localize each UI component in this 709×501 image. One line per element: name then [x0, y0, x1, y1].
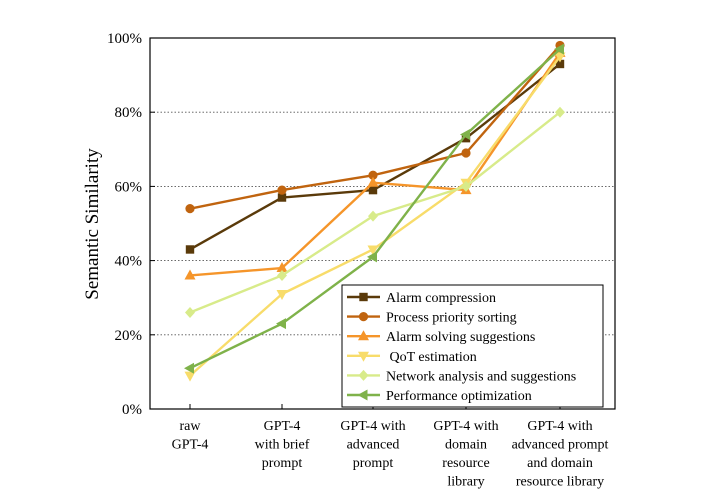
legend-label: Alarm solving suggestions	[386, 330, 535, 345]
data-point	[276, 289, 288, 300]
data-point	[184, 269, 196, 280]
y-axis-label: Semantic Similarity	[82, 148, 103, 300]
legend: Alarm compression Process priority sortin…	[341, 284, 604, 408]
x-tick-label: raw GPT-4	[172, 419, 209, 453]
legend-label: Performance optimization	[386, 389, 532, 404]
legend-marker	[358, 369, 369, 381]
data-point	[554, 52, 566, 63]
data-point	[184, 371, 196, 382]
x-tick-label: GPT-4 with brief prompt	[255, 419, 310, 471]
legend-marker	[358, 351, 369, 362]
data-point	[276, 262, 288, 273]
data-point	[276, 318, 286, 330]
series-alarm-compression	[185, 59, 565, 254]
data-point	[461, 133, 471, 143]
legend-entry: Alarm compression	[347, 291, 496, 306]
data-point	[555, 59, 565, 69]
series-network-analysis-and-suggestions	[185, 106, 565, 319]
data-point	[368, 185, 378, 195]
legend-entry: Alarm solving suggestions	[347, 330, 535, 345]
data-point	[277, 193, 287, 202]
x-ticks: raw GPT-4 GPT-4 with brief prompt GPT-4 with a…	[172, 404, 609, 490]
data-point	[461, 180, 471, 192]
legend-marker	[358, 330, 369, 341]
legend-label: QoT estimation	[386, 350, 477, 365]
x-tick-label: GPT-4 with advanced prompt and domain resou…	[512, 419, 609, 490]
y-tick-label: 60%	[115, 179, 143, 195]
data-point	[185, 245, 195, 254]
data-point	[277, 269, 287, 281]
data-point	[185, 204, 195, 214]
data-point	[368, 170, 378, 180]
y-tick-label: 20%	[115, 328, 143, 344]
legend-box	[341, 284, 604, 408]
legend-label: Network analysis and suggestions	[386, 369, 576, 384]
series-group	[184, 40, 566, 382]
data-point	[185, 307, 195, 319]
data-point	[460, 128, 470, 140]
series-line	[189, 52, 561, 277]
x-tick-label: GPT-4 with advanced prompt	[340, 419, 405, 471]
series-line	[189, 111, 561, 314]
data-point	[555, 106, 565, 118]
legend-entry: Performance optimization	[347, 389, 532, 404]
series-alarm-solving-suggestions	[184, 46, 566, 280]
plot-frame	[149, 37, 616, 410]
x-tick-label: GPT-4 with domain resource library	[433, 419, 498, 490]
data-point	[277, 185, 287, 195]
legend-entry: Network analysis and suggestions	[347, 369, 576, 384]
data-point	[367, 251, 377, 263]
legend-marker	[358, 312, 369, 322]
y-ticks: 0% 20% 40% 60% 80% 100%	[107, 31, 155, 418]
series-process-priority-sorting	[185, 40, 565, 214]
legend-marker	[359, 292, 368, 302]
legend-label: Alarm compression	[386, 291, 496, 306]
legend-entry: QoT estimation	[347, 350, 477, 365]
data-point	[554, 43, 564, 55]
legend-marker	[357, 389, 368, 401]
data-point	[367, 245, 379, 256]
y-tick-label: 100%	[107, 31, 142, 47]
data-point	[184, 362, 194, 374]
data-point	[461, 148, 471, 158]
legend-label: Process priority sorting	[386, 311, 517, 326]
data-point	[367, 176, 379, 187]
y-tick-label: 80%	[115, 105, 143, 121]
axes	[149, 37, 616, 410]
series-performance-optimization	[184, 43, 564, 374]
y-tick-label: 0%	[122, 402, 142, 418]
legend-entry: Process priority sorting	[347, 311, 517, 326]
data-point	[368, 210, 378, 222]
y-tick-label: 40%	[115, 254, 143, 270]
